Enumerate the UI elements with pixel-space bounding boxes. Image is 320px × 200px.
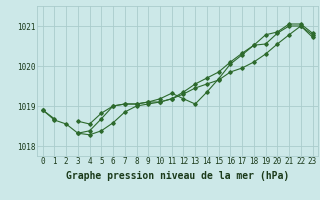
X-axis label: Graphe pression niveau de la mer (hPa): Graphe pression niveau de la mer (hPa) bbox=[66, 171, 289, 181]
